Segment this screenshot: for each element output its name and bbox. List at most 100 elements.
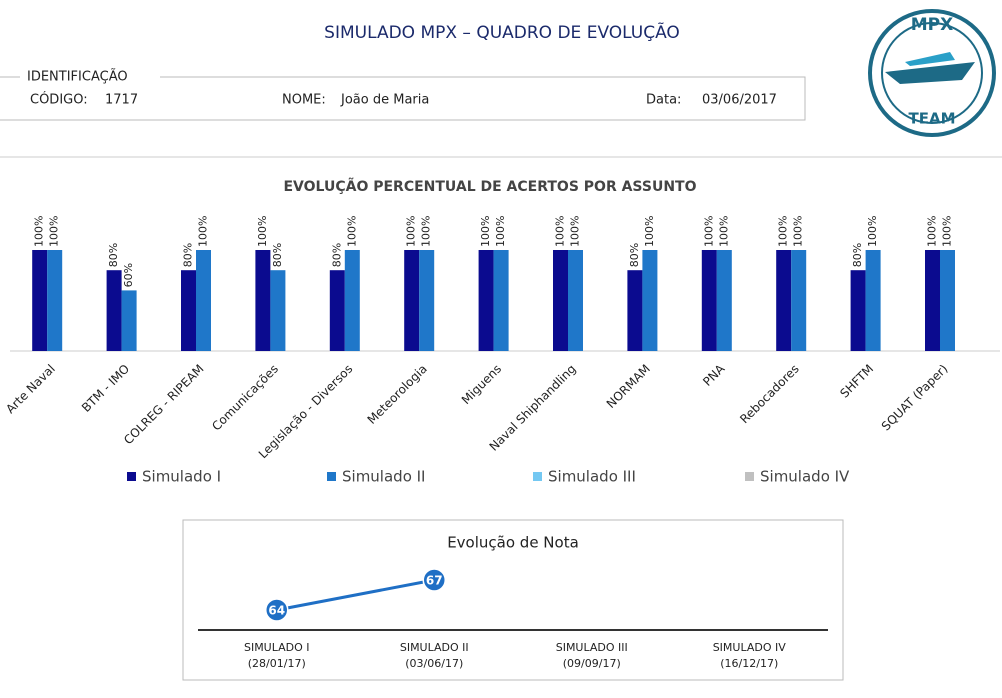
value-label: 100% [926, 216, 939, 247]
line-chart-title: Evolução de Nota [447, 534, 579, 552]
bar [716, 250, 732, 351]
value-label: 64 [268, 604, 285, 618]
x-tick-date: (16/12/17) [720, 657, 778, 670]
value-label: 80% [182, 243, 195, 267]
bar [106, 270, 122, 351]
bar [478, 250, 494, 351]
x-tick-label: Miguens [459, 362, 504, 407]
logo-inner-ring [881, 22, 983, 124]
x-tick-label: COLREG - RIPEAM [121, 362, 207, 448]
value-label: 100% [345, 216, 358, 247]
legend-swatch [745, 472, 754, 481]
value-label: 100% [494, 216, 507, 247]
value-label: 100% [941, 216, 954, 247]
legend-label: Simulado III [548, 468, 636, 486]
bar-chart-title: EVOLUÇÃO PERCENTUAL DE ACERTOS POR ASSUN… [283, 178, 696, 195]
x-tick-label: NORMAM [604, 362, 653, 411]
name-label: NOME: [282, 93, 326, 108]
x-tick-label: Meteorologia [365, 362, 430, 427]
x-tick-label: SIMULADO III [556, 641, 628, 654]
value-label: 80% [851, 243, 864, 267]
name: João de Maria [340, 93, 429, 108]
value-label: 100% [866, 216, 879, 247]
x-tick-label: SQUAT (Paper) [879, 362, 951, 434]
value-label: 100% [256, 216, 269, 247]
value-label: 67 [426, 574, 443, 588]
value-label: 60% [122, 263, 135, 287]
value-label: 100% [554, 216, 567, 247]
x-tick-label: Comunicações [209, 362, 281, 434]
logo: MPX TEAM [868, 9, 996, 137]
bar [553, 250, 568, 351]
value-label: 80% [271, 243, 284, 267]
x-tick-label: Arte Naval [3, 362, 58, 417]
bar [850, 270, 866, 351]
code: 1717 [105, 93, 138, 108]
logo-ship [885, 62, 975, 84]
line-chart-frame [182, 519, 844, 681]
x-tick-label: SIMULADO IV [713, 641, 787, 654]
legend-swatch [327, 472, 336, 481]
x-tick-label: BTM - IMO [79, 362, 132, 415]
x-tick-date: (09/09/17) [563, 657, 621, 670]
value-label: 100% [777, 216, 790, 247]
value-label: 100% [717, 216, 730, 247]
bar [940, 250, 955, 351]
value-label: 100% [420, 216, 433, 247]
date-label: Data: [646, 93, 681, 108]
bar [270, 270, 286, 351]
page-title: SIMULADO MPX – QUADRO DE EVOLUÇÃO [324, 21, 680, 43]
legend-label: Simulado IV [760, 468, 850, 486]
bar [568, 250, 583, 351]
x-tick-label: SIMULADO I [244, 641, 310, 654]
logo-ship-deck [905, 52, 955, 66]
x-tick-label: SIMULADO II [400, 641, 469, 654]
logo-bottom: TEAM [908, 110, 955, 128]
value-label: 100% [405, 216, 418, 247]
bar [642, 250, 658, 351]
value-label: 100% [792, 216, 805, 247]
value-label: 100% [48, 216, 61, 247]
value-label: 100% [702, 216, 715, 247]
x-tick-label: PNA [700, 361, 728, 389]
bar [47, 250, 63, 351]
value-label: 100% [569, 216, 582, 247]
marker [422, 568, 446, 592]
bar [255, 250, 271, 351]
bar [627, 270, 643, 351]
value-label: 80% [330, 243, 343, 267]
legend-swatch [127, 472, 136, 481]
x-tick-date: (03/06/17) [405, 657, 463, 670]
bar [865, 250, 881, 351]
bar [791, 250, 807, 351]
value-label: 100% [33, 216, 46, 247]
x-tick-label: SHFTM [837, 362, 876, 401]
bar [925, 250, 940, 351]
value-label: 80% [628, 243, 641, 267]
line [276, 578, 435, 612]
bar [404, 250, 420, 351]
value-label: 100% [479, 216, 492, 247]
value-label: 100% [197, 216, 210, 247]
value-label: 100% [643, 216, 656, 247]
bar [493, 250, 509, 351]
id-box [0, 76, 806, 121]
x-tick-label: Rebocadores [737, 362, 802, 427]
date: 03/06/2017 [702, 93, 777, 108]
bar [32, 250, 48, 351]
legend-swatch [533, 472, 542, 481]
x-tick-date: (28/01/17) [248, 657, 306, 670]
id-label: IDENTIFICAÇÃO [27, 69, 128, 85]
logo-top: MPX [911, 15, 953, 35]
x-tick-label: Naval Shiphandling [487, 362, 579, 454]
marker [265, 598, 289, 622]
bar [419, 250, 435, 351]
bar [344, 250, 360, 351]
bar [701, 250, 717, 351]
legend-label: Simulado I [142, 468, 221, 486]
code-label: CÓDIGO: [30, 92, 88, 108]
bar [121, 290, 137, 351]
bar [181, 270, 196, 351]
legend-label: Simulado II [342, 468, 425, 486]
